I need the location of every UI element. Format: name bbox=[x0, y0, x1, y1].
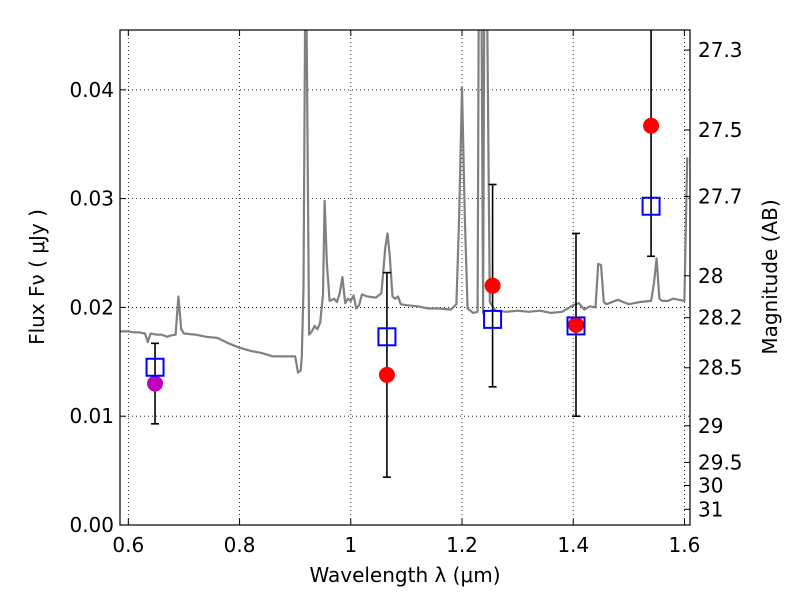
data-point bbox=[643, 117, 660, 134]
model-point bbox=[483, 309, 503, 329]
right-tick-label: 29.5 bbox=[698, 450, 743, 474]
y-tick-label: 0.02 bbox=[69, 295, 114, 319]
data-point bbox=[484, 277, 501, 294]
right-tick-label: 29 bbox=[698, 414, 723, 438]
right-tick-label: 27.7 bbox=[698, 184, 743, 208]
right-tick-label: 31 bbox=[698, 497, 723, 521]
plot-frame bbox=[119, 29, 691, 526]
y-tick-label: 0.04 bbox=[69, 78, 114, 102]
model-point bbox=[377, 327, 397, 347]
data-point bbox=[147, 375, 164, 392]
right-tick-label: 27.3 bbox=[698, 38, 743, 62]
x-axis-title: Wavelength λ (μm) bbox=[309, 563, 500, 587]
plot-layer bbox=[120, 30, 689, 478]
y-axis-title-left: Flux Fν ( μJy ) bbox=[25, 209, 49, 345]
spectrum-line bbox=[120, 30, 689, 374]
x-tick-label: 1.6 bbox=[669, 533, 701, 557]
plot-background bbox=[120, 30, 690, 525]
data-point bbox=[378, 366, 395, 383]
y-tick-label: 0.00 bbox=[69, 513, 114, 537]
x-tick-label: 1.4 bbox=[557, 533, 589, 557]
axis-ticks: 0.6 0.8 1 1.2 1.4 1.6 0.00 0.01 0.02 0.03 0.04 27.3… bbox=[69, 30, 743, 557]
right-tick-label: 28.2 bbox=[698, 306, 743, 330]
right-tick-label: 27.5 bbox=[698, 118, 743, 142]
y-tick-label: 0.01 bbox=[69, 404, 114, 428]
right-tick-label: 28.5 bbox=[698, 356, 743, 380]
x-tick-label: 1 bbox=[344, 533, 357, 557]
model-point bbox=[566, 316, 586, 336]
y-tick-label: 0.03 bbox=[69, 187, 114, 211]
model-point bbox=[145, 357, 165, 377]
data-point bbox=[568, 316, 584, 333]
right-tick-label: 28 bbox=[698, 264, 723, 288]
x-tick-label: 0.6 bbox=[112, 533, 144, 557]
x-tick-label: 0.8 bbox=[224, 533, 256, 557]
model-point bbox=[641, 196, 661, 216]
y-axis-title-right: Magnitude (AB) bbox=[758, 199, 782, 354]
x-tick-label: 1.2 bbox=[446, 533, 478, 557]
right-tick-label: 30 bbox=[698, 473, 723, 497]
